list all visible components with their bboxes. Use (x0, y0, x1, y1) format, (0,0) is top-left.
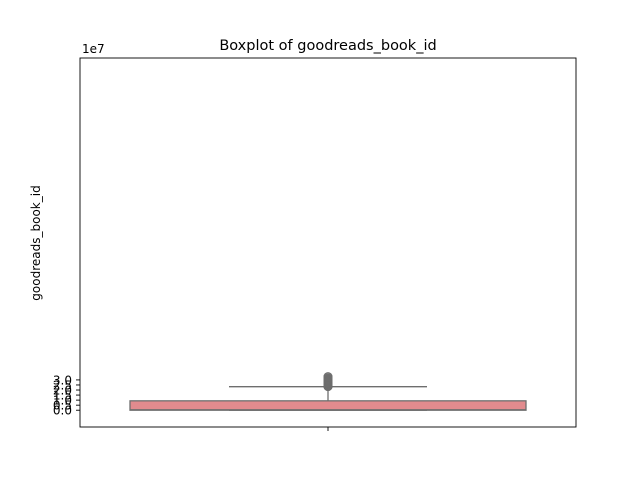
plot-frame (79, 57, 577, 428)
y-tick-label: 0.5 (53, 399, 72, 413)
y-tick-label: 1.5 (53, 389, 72, 403)
y-tick-label: 2.5 (53, 378, 72, 392)
y-tick-label: 2.0 (53, 384, 72, 398)
iqr-box (129, 400, 527, 411)
chart-title: Boxplot of goodreads_book_id (219, 38, 436, 54)
y-axis-label: goodreads_book_id (29, 185, 43, 300)
y-tick-label: 0.0 (53, 404, 72, 418)
outlier-point (323, 372, 333, 382)
y-tick-label: 3.0 (53, 373, 72, 387)
y-tick-label: 1.0 (53, 394, 72, 408)
axes: 0.00.51.01.52.02.53.0 (53, 57, 577, 431)
y-scale-label: 1e7 (82, 42, 105, 56)
plot-area (129, 372, 527, 411)
